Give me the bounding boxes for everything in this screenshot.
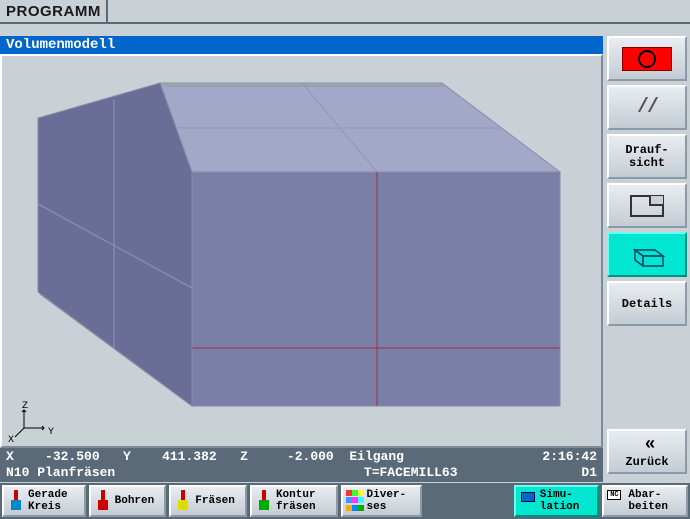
status-z-label: Z xyxy=(240,449,248,465)
line-circle-button[interactable]: Gerade Kreis xyxy=(2,485,86,517)
slash-icon: // xyxy=(637,96,657,119)
bottom-bar: Gerade Kreis Bohren Fräsen Kontur fräsen… xyxy=(0,483,690,519)
misc-label: Diver- ses xyxy=(367,489,407,513)
status-feed: Eilgang xyxy=(349,449,404,465)
status-bar: X -32.500 Y 411.382 Z -2.000 Eilgang 2:1… xyxy=(0,448,603,482)
status-y-label: Y xyxy=(123,449,131,465)
nc-icon: NC xyxy=(607,490,625,512)
details-label: Details xyxy=(622,297,672,311)
simulation-label: Simu- lation xyxy=(540,489,580,513)
status-time: 2:16:42 xyxy=(542,449,597,465)
execute-button[interactable]: NC Abar- beiten xyxy=(602,485,688,517)
stop-icon xyxy=(622,47,672,71)
drill-label: Bohren xyxy=(115,495,155,507)
mill-label: Fräsen xyxy=(195,495,235,507)
status-y-value: 411.382 xyxy=(162,449,217,465)
chevron-left-icon: « xyxy=(645,435,650,455)
axis-z-label: Z xyxy=(22,401,28,412)
contour-mill-label: Kontur fräsen xyxy=(276,489,316,513)
work-area: Volumenmodell xyxy=(0,24,603,474)
3d-view-button[interactable] xyxy=(607,232,687,277)
status-d: D1 xyxy=(581,465,597,481)
top-view-label: Drauf- sicht xyxy=(625,144,668,170)
execute-label: Abar- beiten xyxy=(628,489,668,513)
drill-icon xyxy=(94,490,112,512)
window-view-button[interactable] xyxy=(607,183,687,228)
back-label: Zurück xyxy=(625,455,668,469)
3d-viewport[interactable]: Z Y X xyxy=(0,54,603,448)
details-button[interactable]: Details xyxy=(607,281,687,326)
status-z-value: -2.000 xyxy=(287,449,334,465)
viewport-header: Volumenmodell xyxy=(0,36,603,54)
line-circle-label: Gerade Kreis xyxy=(28,489,68,513)
single-block-button[interactable]: // xyxy=(607,85,687,130)
monitor-icon xyxy=(519,490,537,512)
back-button[interactable]: « Zurück xyxy=(607,429,687,474)
axis-x-label: X xyxy=(8,435,14,446)
stop-button[interactable] xyxy=(607,36,687,81)
app-title: PROGRAMM xyxy=(0,0,108,22)
status-tool: T=FACEMILL63 xyxy=(364,465,458,481)
mill-button[interactable]: Fräsen xyxy=(169,485,247,517)
axis-y-label: Y xyxy=(48,427,54,438)
contour-icon xyxy=(255,490,273,512)
simulation-button[interactable]: Simu- lation xyxy=(514,485,600,517)
tool-icon xyxy=(7,490,25,512)
mill-icon xyxy=(174,490,192,512)
sidebar: // Drauf- sicht Details « Zurück xyxy=(603,24,690,474)
title-bar: PROGRAMM xyxy=(0,0,690,24)
status-x-label: X xyxy=(6,449,14,465)
drill-button[interactable]: Bohren xyxy=(89,485,167,517)
status-program: N10 Planfräsen xyxy=(6,465,115,481)
palette-icon xyxy=(346,490,364,512)
contour-mill-button[interactable]: Kontur fräsen xyxy=(250,485,338,517)
misc-button[interactable]: Diver- ses xyxy=(341,485,423,517)
window-icon xyxy=(630,195,664,217)
status-x-value: -32.500 xyxy=(45,449,100,465)
volume-model: Z Y X xyxy=(2,56,601,446)
top-view-button[interactable]: Drauf- sicht xyxy=(607,134,687,179)
cube-icon xyxy=(627,242,667,268)
